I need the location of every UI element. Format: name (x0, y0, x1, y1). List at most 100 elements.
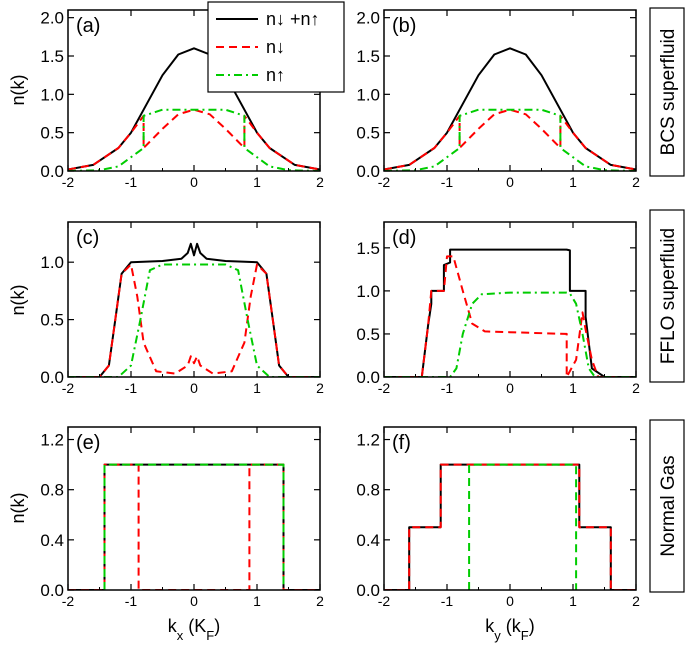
y-tick-label: 1.5 (356, 47, 380, 66)
series-group-b (384, 47, 636, 171)
series-group-e (68, 463, 320, 590)
x-tick-label: -1 (125, 174, 138, 190)
y-tick-label: 0.5 (356, 124, 380, 143)
series-group-f (384, 463, 636, 590)
series-group-a (68, 47, 320, 171)
plot-frame-d (383, 221, 637, 378)
y-tick-label: 1.0 (356, 282, 380, 301)
series-line-d-2 (384, 291, 636, 377)
row-label-box-fflo (649, 209, 685, 383)
y-tick-label: 0.4 (40, 531, 64, 550)
series-line-b-2 (384, 108, 636, 171)
panel-e: -2 -1 0 1 2 0.0 0.4 0.8 1.2 (e) (40, 426, 324, 609)
x-tick-label: 0 (190, 174, 198, 190)
series-line-c-2 (68, 263, 320, 377)
y-tick-label: 0.8 (40, 481, 64, 500)
series-line-f-1 (384, 463, 636, 590)
x-tick-label: -2 (378, 380, 391, 396)
panel-f: -2 -1 0 1 2 0.0 0.4 0.8 1.2 (f) (356, 426, 640, 609)
legend-label-total: n↓ +n↑ (266, 9, 320, 29)
y-tick-label: 1.5 (356, 239, 380, 258)
x-tick-label: -2 (62, 593, 75, 609)
x-tick-label: 1 (253, 174, 261, 190)
series-line-c-0 (68, 242, 320, 377)
x-tick-label: 1 (569, 593, 577, 609)
x-tick-label: -1 (125, 593, 138, 609)
legend: n↓ +n↑ n↓ n↑ (207, 1, 345, 93)
y-axis-label-top: n(k) (8, 75, 28, 106)
row-label-fflo: FFLO superfluid (658, 228, 679, 364)
x-tick-label: -1 (441, 380, 454, 396)
x-tick-label: 0 (190, 593, 198, 609)
plot-frame-b (383, 9, 637, 172)
y-tick-label: 0.5 (356, 325, 380, 344)
x-tick-label: 0 (506, 593, 514, 609)
x-axis-label-right: ky (kF) (485, 616, 534, 643)
y-tick-label: 1.0 (356, 85, 380, 104)
series-line-d-0 (384, 248, 636, 377)
x-tick-label: 1 (253, 593, 261, 609)
series-line-a-1 (68, 108, 320, 171)
y-tick-label: 0.5 (40, 311, 64, 330)
x-tick-label: -1 (441, 593, 454, 609)
series-line-f-0 (384, 463, 636, 590)
panel-b: -2 -1 0 1 2 0.0 0.5 1.0 1.5 2.0 (b) (356, 9, 640, 190)
x-tick-label: 1 (569, 174, 577, 190)
x-tick-label: 2 (632, 174, 640, 190)
series-line-e-0 (68, 463, 320, 590)
x-tick-label: 0 (506, 380, 514, 396)
y-axis-label-middle: n(k) (8, 285, 28, 316)
y-tick-label: 1.5 (40, 47, 64, 66)
y-tick-label: 2.0 (40, 9, 64, 28)
series-line-f-2 (468, 463, 578, 590)
x-tick-label: 2 (316, 593, 324, 609)
x-tick-label: -2 (378, 174, 391, 190)
y-tick-label: 0.4 (356, 531, 380, 550)
x-tick-label: 1 (253, 380, 261, 396)
x-tick-label: 0 (506, 174, 514, 190)
panel-a: -2 -1 0 1 2 0.0 0.5 1.0 1.5 2.0 (a) (40, 9, 324, 190)
plot-frame-f (383, 426, 637, 591)
x-tick-label: -2 (378, 593, 391, 609)
row-label-box-normal (649, 419, 685, 593)
y-tick-label: 0.0 (40, 581, 64, 600)
panel-label-b: (b) (392, 15, 416, 37)
panel-c: -2 -1 0 1 2 0.0 0.5 1.0 (c) (40, 221, 324, 396)
y-tick-label: 0.5 (40, 124, 64, 143)
x-tick-label: -1 (441, 174, 454, 190)
y-tick-label: 2.0 (356, 9, 380, 28)
y-tick-label: 0.8 (356, 481, 380, 500)
y-tick-label: 1.2 (356, 431, 380, 450)
row-label-box-bcs (649, 7, 685, 177)
plot-frame-c (67, 221, 321, 378)
x-tick-label: 0 (190, 380, 198, 396)
series-line-a-2 (68, 108, 320, 171)
panel-label-c: (c) (76, 227, 99, 249)
row-label-bcs: BCS superfluid (658, 29, 679, 156)
series-line-e-1 (68, 463, 320, 590)
y-tick-label: 1.2 (40, 431, 64, 450)
panel-label-f: (f) (392, 432, 411, 454)
x-tick-label: 2 (632, 593, 640, 609)
series-group-d (384, 248, 636, 377)
series-line-c-1 (68, 263, 320, 377)
row-label-normal: Normal Gas (658, 455, 679, 556)
legend-label-up: n↑ (266, 65, 285, 85)
series-line-e-2 (103, 463, 285, 590)
x-tick-label: 2 (316, 380, 324, 396)
panel-d: -2 -1 0 1 2 0.0 0.5 1.0 1.5 (d) (356, 221, 640, 396)
legend-label-down: n↓ (266, 37, 285, 57)
y-tick-label: 1.0 (40, 85, 64, 104)
y-tick-label: 0.0 (40, 368, 64, 387)
series-line-b-1 (384, 108, 636, 171)
panel-label-d: (d) (392, 227, 416, 249)
y-tick-label: 1.0 (40, 253, 64, 272)
x-tick-label: -2 (62, 380, 75, 396)
x-tick-label: -1 (125, 380, 138, 396)
panel-label-e: (e) (76, 432, 100, 454)
y-tick-label: 0.0 (356, 368, 380, 387)
panel-label-a: (a) (76, 15, 100, 37)
x-tick-label: -2 (62, 174, 75, 190)
x-tick-label: 1 (569, 380, 577, 396)
